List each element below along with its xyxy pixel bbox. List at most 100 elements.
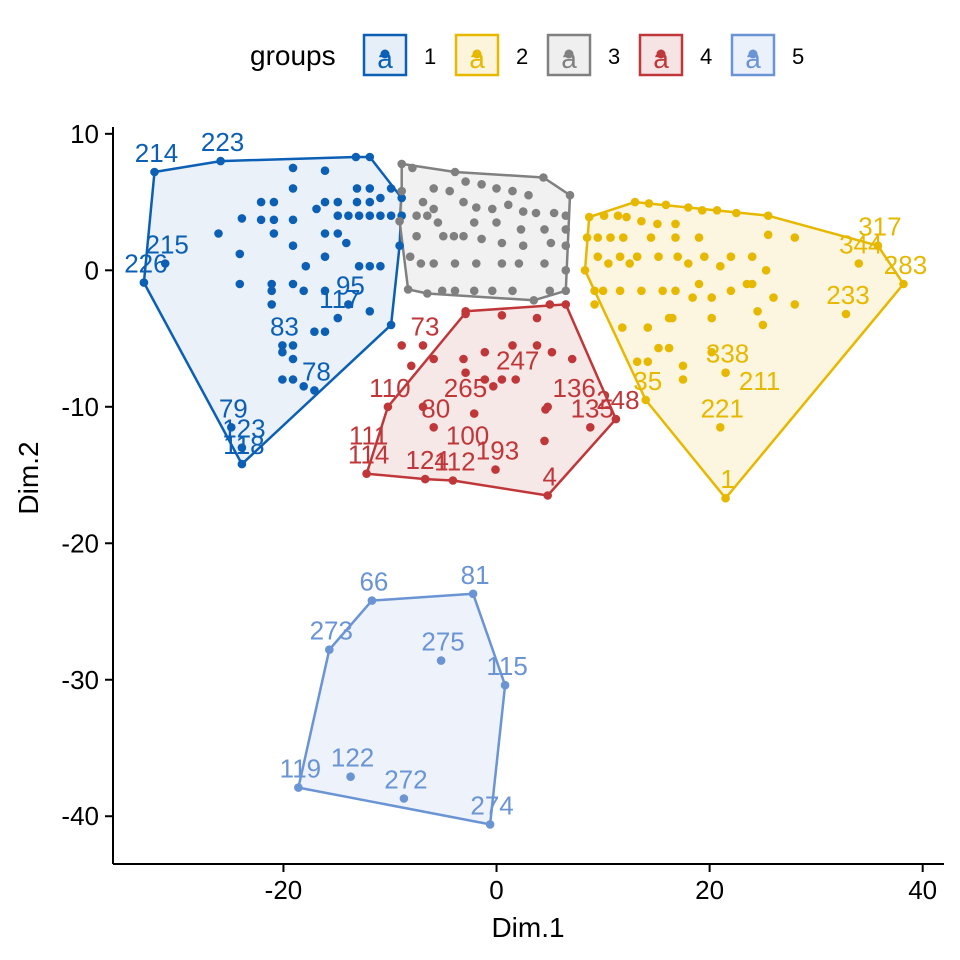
point-group-5 xyxy=(325,645,334,654)
point-group-2 xyxy=(899,279,908,289)
point-group-1 xyxy=(310,386,319,395)
point-group-2 xyxy=(673,252,682,261)
point-group-3 xyxy=(423,211,432,220)
point-group-3 xyxy=(429,204,439,214)
point-label: 119 xyxy=(280,754,321,784)
point-group-5 xyxy=(500,680,510,690)
point-group-1 xyxy=(269,215,279,225)
point-label: 83 xyxy=(270,311,299,341)
point-group-3 xyxy=(546,238,556,248)
legend-label-3: 3 xyxy=(608,44,620,69)
point-group-2 xyxy=(618,323,627,332)
point-group-4 xyxy=(545,300,555,309)
legend-glyph-4: a xyxy=(653,43,669,74)
point-group-3 xyxy=(429,184,439,193)
point-label: 136 xyxy=(553,373,596,403)
legend-dot-3 xyxy=(564,49,574,59)
point-group-3 xyxy=(450,259,460,268)
point-group-2 xyxy=(664,343,674,353)
point-group-2 xyxy=(707,347,716,357)
point-group-2 xyxy=(658,286,667,296)
point-group-2 xyxy=(712,206,722,215)
point-group-2 xyxy=(694,279,704,289)
point-group-3 xyxy=(437,286,447,296)
point-group-2 xyxy=(671,219,680,229)
point-group-2 xyxy=(753,307,762,316)
axes: -20 0 20 40 100-10-20-30-40 Dim.1 Dim.2 xyxy=(13,119,944,943)
point-group-2 xyxy=(644,199,654,208)
y-tick-label: 0 xyxy=(85,255,99,285)
point-group-4 xyxy=(508,341,517,350)
point-label: 283 xyxy=(884,250,927,280)
point-group-3 xyxy=(540,259,549,268)
point-group-5 xyxy=(346,772,355,781)
point-label: 123 xyxy=(222,414,265,444)
point-group-1 xyxy=(288,375,298,384)
point-label: 117 xyxy=(319,284,360,314)
point-group-3 xyxy=(423,289,432,298)
point-group-4 xyxy=(480,347,490,357)
point-label: 100 xyxy=(446,421,489,451)
point-group-3 xyxy=(395,216,404,226)
point-label: 272 xyxy=(384,765,427,795)
point-group-1 xyxy=(288,184,298,193)
point-label: 114 xyxy=(348,440,389,470)
point-group-2 xyxy=(671,233,680,242)
point-group-2 xyxy=(646,233,656,242)
point-label: 118 xyxy=(223,430,264,460)
point-group-2 xyxy=(716,261,725,271)
point-group-1 xyxy=(278,347,287,357)
point-group-1 xyxy=(139,278,149,287)
legend-title: groups xyxy=(250,40,336,71)
legend-glyph-5: a xyxy=(745,43,761,74)
point-label: 211 xyxy=(739,366,780,396)
point-group-1 xyxy=(320,252,330,261)
point-group-2 xyxy=(643,323,653,332)
point-group-3 xyxy=(492,218,501,227)
point-label: 317 xyxy=(858,212,901,242)
point-group-2 xyxy=(654,252,663,261)
point-group-3 xyxy=(469,286,479,296)
point-group-3 xyxy=(504,200,513,210)
point-group-2 xyxy=(747,252,757,261)
point-group-3 xyxy=(561,266,571,275)
point-group-3 xyxy=(514,259,524,268)
point-label: 110 xyxy=(369,373,410,403)
point-group-2 xyxy=(668,313,677,323)
point-group-2 xyxy=(643,357,653,367)
point-group-3 xyxy=(433,218,443,227)
point-group-1 xyxy=(365,261,375,271)
point-group-3 xyxy=(561,211,571,220)
point-group-3 xyxy=(412,211,421,220)
point-group-3 xyxy=(477,180,486,189)
point-group-2 xyxy=(697,206,707,215)
point-group-1 xyxy=(214,229,223,238)
legend-label-1: 1 xyxy=(424,44,436,69)
point-label: 124 xyxy=(406,445,449,475)
point-group-1 xyxy=(288,163,298,173)
point-group-1 xyxy=(376,193,385,203)
y-tick-label: -10 xyxy=(61,392,99,422)
point-group-2 xyxy=(593,233,603,242)
point-group-4 xyxy=(540,436,549,446)
point-group-2 xyxy=(678,361,688,371)
point-group-1 xyxy=(386,320,396,330)
y-axis-label: Dim.2 xyxy=(13,441,44,514)
point-group-3 xyxy=(561,241,571,250)
point-group-1 xyxy=(267,279,277,289)
point-group-1 xyxy=(288,215,298,225)
point-group-1 xyxy=(267,300,277,309)
point-group-3 xyxy=(449,231,459,241)
point-group-3 xyxy=(488,204,497,214)
point-group-1 xyxy=(365,152,375,162)
point-group-1 xyxy=(269,197,279,207)
y-tick-label: -20 xyxy=(61,528,99,558)
point-group-3 xyxy=(561,225,571,234)
point-group-2 xyxy=(684,259,693,268)
point-label: 78 xyxy=(302,356,331,386)
point-group-3 xyxy=(472,203,481,212)
point-group-3 xyxy=(412,231,421,241)
point-group-3 xyxy=(459,231,468,241)
point-group-4 xyxy=(497,375,507,384)
